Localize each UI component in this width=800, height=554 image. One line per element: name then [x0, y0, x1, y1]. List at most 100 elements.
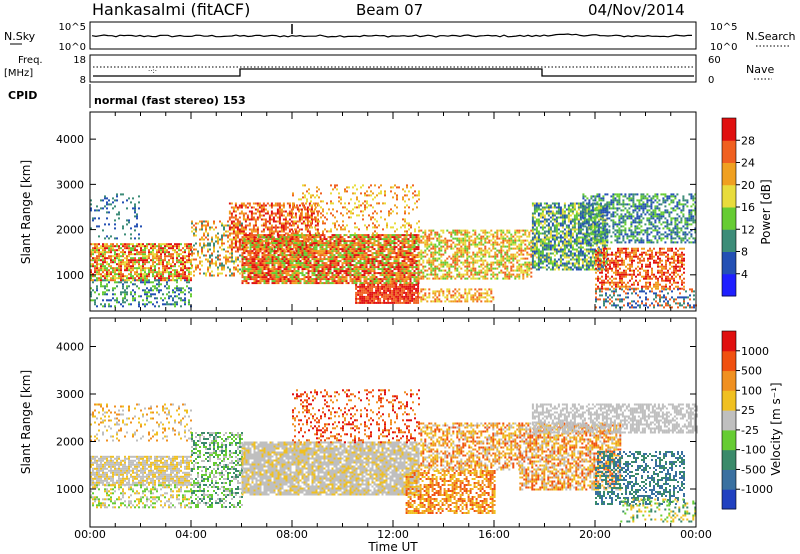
power-echo	[442, 274, 444, 276]
power-echo	[440, 254, 442, 256]
power-echo	[420, 254, 422, 256]
power-echo	[403, 296, 405, 298]
power-echo	[237, 227, 239, 229]
power-echo	[440, 248, 442, 250]
power-echo	[182, 251, 184, 253]
power-echo	[312, 194, 314, 196]
power-echo	[413, 288, 415, 290]
power-echo	[184, 299, 186, 301]
power-echo	[290, 258, 292, 260]
power-echo	[193, 259, 195, 261]
power-echo	[128, 253, 130, 255]
power-echo	[316, 236, 318, 238]
power-echo	[350, 234, 352, 236]
power-echo	[406, 242, 408, 244]
power-echo	[104, 293, 106, 295]
power-echo	[264, 240, 266, 242]
power-echo	[364, 238, 366, 240]
power-echo	[383, 284, 385, 286]
power-echo	[164, 277, 166, 279]
power-echo	[148, 269, 150, 271]
power-echo	[436, 246, 438, 248]
power-echo	[160, 247, 162, 249]
power-echo	[404, 212, 406, 214]
power-echo	[246, 250, 248, 252]
power-echo	[402, 278, 404, 280]
power-echo	[369, 286, 371, 288]
power-echo	[390, 208, 392, 210]
power-echo	[402, 274, 404, 276]
power-echo	[152, 255, 154, 257]
power-echo	[278, 242, 280, 244]
power-echo	[260, 246, 262, 248]
power-echo	[350, 198, 352, 200]
power-echo	[350, 270, 352, 272]
power-echo	[388, 268, 390, 270]
power-echo	[440, 262, 442, 264]
power-echo	[365, 302, 367, 304]
power-echo	[442, 262, 444, 264]
power-echo	[290, 262, 292, 264]
power-echo	[342, 254, 344, 256]
power-echo	[394, 250, 396, 252]
power-echo	[235, 245, 237, 247]
power-echo	[398, 260, 400, 262]
power-echo	[340, 212, 342, 214]
power-echo	[310, 260, 312, 262]
power-echo	[462, 240, 464, 242]
power-echo	[412, 254, 414, 256]
power-echo	[456, 244, 458, 246]
power-echo	[396, 262, 398, 264]
power-echo	[262, 264, 264, 266]
radar-summary-plot: Hankasalmi (fitACF) Beam 07 04/Nov/2014 …	[0, 0, 800, 554]
power-echo	[106, 245, 108, 247]
power-echo	[340, 266, 342, 268]
power-echo	[176, 261, 178, 263]
power-echo	[298, 276, 300, 278]
power-echo	[450, 240, 452, 242]
power-echo	[130, 277, 132, 279]
power-echo	[268, 282, 270, 284]
power-echo	[348, 236, 350, 238]
power-echo	[376, 232, 378, 234]
power-echo	[480, 292, 482, 294]
power-echo	[180, 249, 182, 251]
power-echo	[241, 211, 243, 213]
power-echo	[268, 246, 270, 248]
power-echo	[360, 262, 362, 264]
freq-unit: [MHz]	[4, 68, 33, 79]
power-echo	[386, 238, 388, 240]
power-echo	[298, 270, 300, 272]
power-echo	[110, 279, 112, 281]
power-echo	[318, 260, 320, 262]
power-echo	[283, 227, 285, 229]
power-echo	[213, 221, 215, 223]
power-echo	[166, 269, 168, 271]
power-echo	[359, 302, 361, 304]
power-echo	[164, 279, 166, 281]
power-echo	[408, 246, 410, 248]
power-echo	[256, 252, 258, 254]
power-echo	[142, 303, 144, 305]
power-echo	[267, 213, 269, 215]
power-echo	[357, 292, 359, 294]
power-echo	[404, 246, 406, 248]
power-echo	[411, 296, 413, 298]
power-echo	[114, 253, 116, 255]
power-echo	[176, 295, 178, 297]
power-echo	[400, 262, 402, 264]
power-echo	[338, 200, 340, 202]
power-echo	[398, 264, 400, 266]
power-echo	[248, 238, 250, 240]
power-echo	[370, 278, 372, 280]
power-echo	[404, 260, 406, 262]
power-echo	[404, 238, 406, 240]
power-echo	[360, 280, 362, 282]
power-echo	[400, 234, 402, 236]
power-echo	[207, 261, 209, 263]
power-echo	[259, 213, 261, 215]
power-echo	[362, 258, 364, 260]
power-echo	[403, 302, 405, 304]
power-echo	[406, 266, 408, 268]
power-echo	[474, 292, 476, 294]
